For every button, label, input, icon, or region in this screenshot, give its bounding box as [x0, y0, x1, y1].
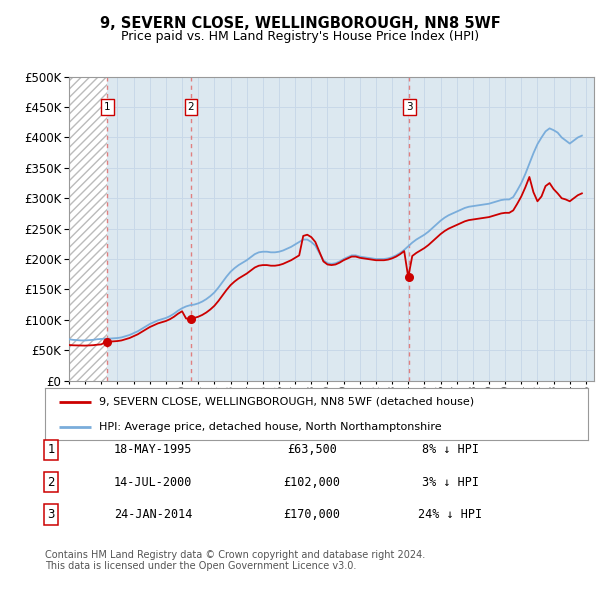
Text: 1: 1: [47, 443, 55, 456]
Text: 24-JAN-2014: 24-JAN-2014: [114, 508, 192, 521]
Text: 2: 2: [187, 102, 194, 112]
Text: 9, SEVERN CLOSE, WELLINGBOROUGH, NN8 5WF (detached house): 9, SEVERN CLOSE, WELLINGBOROUGH, NN8 5WF…: [100, 396, 475, 407]
Text: 8% ↓ HPI: 8% ↓ HPI: [421, 443, 479, 456]
Text: £102,000: £102,000: [284, 476, 341, 489]
Text: HPI: Average price, detached house, North Northamptonshire: HPI: Average price, detached house, Nort…: [100, 422, 442, 431]
Bar: [69, 77, 107, 381]
Text: £170,000: £170,000: [284, 508, 341, 521]
Text: 18-MAY-1995: 18-MAY-1995: [114, 443, 192, 456]
Text: 24% ↓ HPI: 24% ↓ HPI: [418, 508, 482, 521]
Text: £63,500: £63,500: [287, 443, 337, 456]
Text: 2: 2: [47, 476, 55, 489]
Text: 9, SEVERN CLOSE, WELLINGBOROUGH, NN8 5WF: 9, SEVERN CLOSE, WELLINGBOROUGH, NN8 5WF: [100, 16, 500, 31]
Text: 3% ↓ HPI: 3% ↓ HPI: [421, 476, 479, 489]
Text: 14-JUL-2000: 14-JUL-2000: [114, 476, 192, 489]
Text: 1: 1: [104, 102, 111, 112]
Text: Contains HM Land Registry data © Crown copyright and database right 2024.
This d: Contains HM Land Registry data © Crown c…: [45, 550, 425, 572]
Text: 3: 3: [406, 102, 413, 112]
Text: 3: 3: [47, 508, 55, 521]
Text: Price paid vs. HM Land Registry's House Price Index (HPI): Price paid vs. HM Land Registry's House …: [121, 30, 479, 43]
